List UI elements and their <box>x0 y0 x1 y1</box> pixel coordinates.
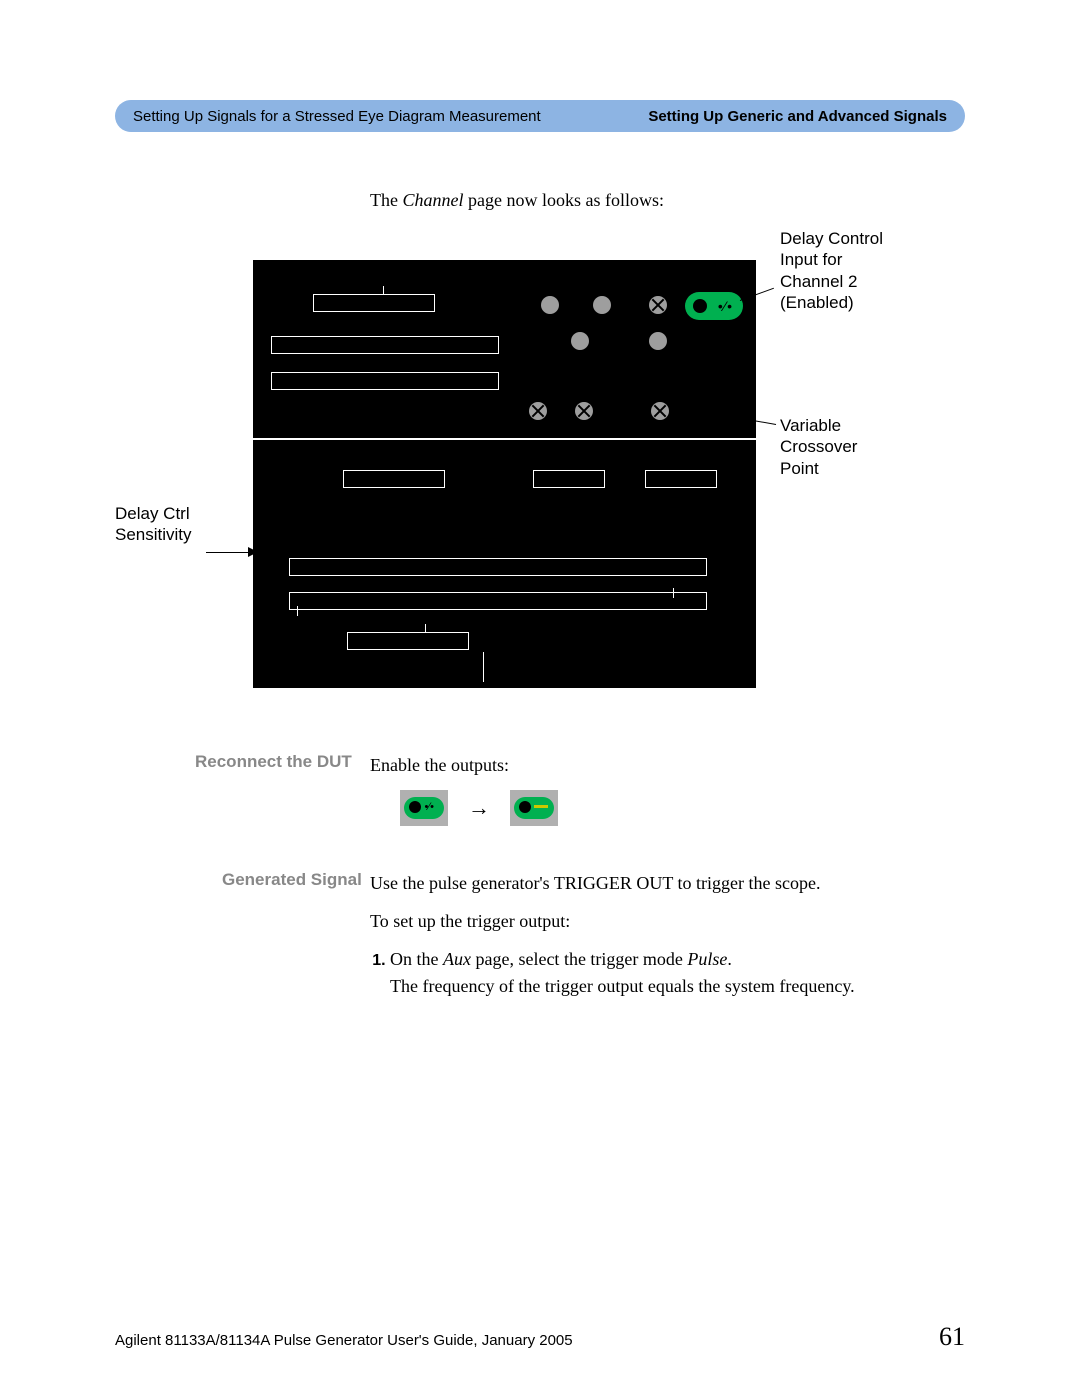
knob-icon <box>649 332 667 350</box>
tick-icon <box>297 606 298 616</box>
header-left-text: Setting Up Signals for a Stressed Eye Di… <box>133 108 541 125</box>
step-prefix: On the <box>390 949 443 969</box>
step-line2: The frequency of the trigger output equa… <box>390 976 855 996</box>
tick-icon <box>483 652 484 682</box>
field-box <box>343 470 445 488</box>
knob-crossed-icon <box>649 296 667 314</box>
knob-crossed-icon <box>575 402 593 420</box>
enable-outputs-illustration: •⁄• → <box>400 790 558 826</box>
knob-crossed-icon <box>651 402 669 420</box>
tick-icon <box>673 588 674 598</box>
footer-text: Agilent 81133A/81134A Pulse Generator Us… <box>115 1332 573 1349</box>
slider-track <box>289 592 707 610</box>
section-label-generated: Generated Signal <box>222 870 362 890</box>
knob-icon <box>571 332 589 350</box>
field-box <box>271 372 499 390</box>
callout-line <box>206 552 250 553</box>
step-mid: page, select the trigger mode <box>471 949 687 969</box>
arrowhead-icon <box>248 547 258 557</box>
slider-track <box>289 558 707 576</box>
header-right-text: Setting Up Generic and Advanced Signals <box>648 108 947 125</box>
notch-icon <box>425 624 434 633</box>
page-number: 61 <box>939 1322 965 1352</box>
page-header: Setting Up Signals for a Stressed Eye Di… <box>115 100 965 132</box>
intro-text: The Channel page now looks as follows: <box>370 190 664 211</box>
callout-delay-control-input: Delay Control Input for Channel 2 (Enabl… <box>780 228 883 313</box>
intro-prefix: The <box>370 190 402 210</box>
reconnect-text: Enable the outputs: <box>370 752 509 779</box>
output-disabled-icon: •⁄• <box>400 790 448 826</box>
field-box <box>313 294 435 312</box>
bnc-enabled-icon: •⁄• <box>685 292 743 320</box>
intro-suffix: page now looks as follows: <box>463 190 663 210</box>
arrowhead-icon <box>670 414 680 424</box>
step-italic1: Aux <box>443 949 471 969</box>
figure-top-section: •⁄• <box>253 260 758 440</box>
field-box <box>347 632 469 650</box>
step-1: On the Aux page, select the trigger mode… <box>390 946 960 1000</box>
knob-icon <box>593 296 611 314</box>
step-italic2: Pulse <box>687 949 727 969</box>
section-label-reconnect: Reconnect the DUT <box>195 752 352 772</box>
callout-variable-crossover: Variable Crossover Point <box>780 415 857 479</box>
knob-icon <box>541 296 559 314</box>
step-suffix: . <box>727 949 732 969</box>
figure-bottom-section <box>253 440 758 688</box>
field-box <box>533 470 605 488</box>
generated-steps: On the Aux page, select the trigger mode… <box>370 946 960 1000</box>
arrow-right-icon: → <box>468 795 490 821</box>
intro-italic: Channel <box>402 190 463 210</box>
knob-crossed-icon <box>529 402 547 420</box>
field-box <box>645 470 717 488</box>
output-enabled-icon <box>510 790 558 826</box>
generated-para1: Use the pulse generator's TRIGGER OUT to… <box>370 870 930 897</box>
callout-delay-ctrl: Delay Ctrl Sensitivity <box>115 503 192 546</box>
channel-screenshot: •⁄• <box>253 260 758 688</box>
page-footer: Agilent 81133A/81134A Pulse Generator Us… <box>115 1322 965 1352</box>
field-box <box>271 336 499 354</box>
notch-icon <box>383 286 392 295</box>
generated-para2: To set up the trigger output: <box>370 908 930 935</box>
